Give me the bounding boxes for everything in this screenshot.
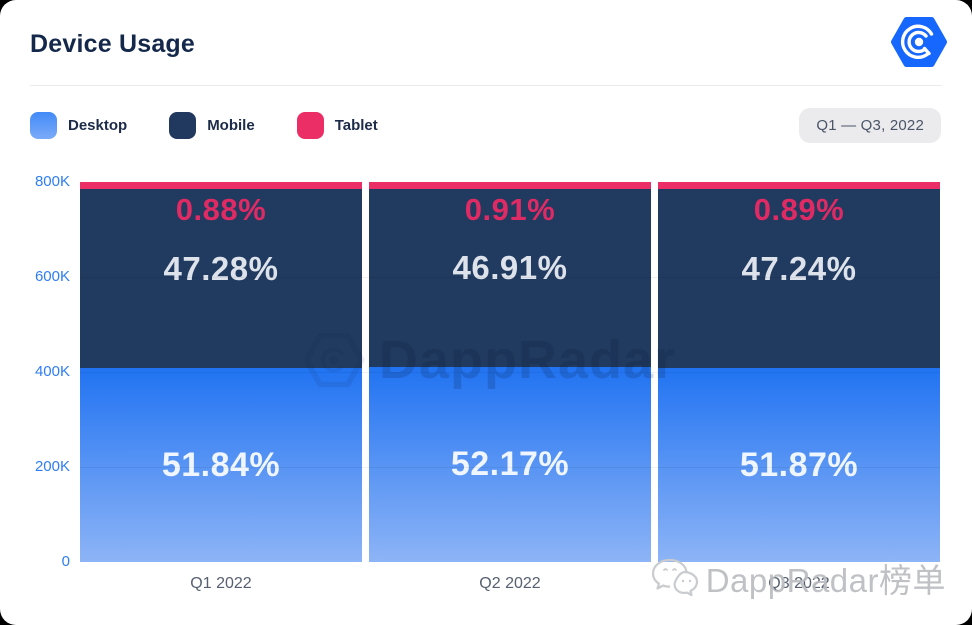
desktop-color-chip	[30, 112, 57, 139]
chart-legend: Desktop Mobile Tablet	[30, 112, 378, 139]
desktop-segment[interactable]: 51.84%	[80, 368, 362, 562]
desktop-segment[interactable]: 51.87%	[658, 368, 940, 562]
mobile-segment[interactable]: 0.88% 47.28%	[80, 189, 362, 369]
y-tick: 800K	[34, 173, 70, 190]
tablet-percent-label: 0.91%	[464, 192, 556, 227]
page-title: Device Usage	[30, 30, 195, 58]
legend-label: Mobile	[207, 117, 255, 134]
desktop-percent-label: 52.17%	[450, 445, 570, 484]
legend-item-tablet[interactable]: Tablet	[296, 112, 378, 139]
period-label: Q1 — Q3, 2022	[816, 117, 924, 134]
mobile-percent-label: 46.91%	[452, 249, 568, 287]
legend-item-desktop[interactable]: Desktop	[30, 112, 127, 139]
mobile-segment[interactable]: 0.91% 46.91%	[369, 189, 651, 368]
bar-q1-2022[interactable]: 0.88% 47.28% 51.84%	[80, 182, 362, 562]
tablet-segment[interactable]	[369, 182, 651, 189]
tablet-segment[interactable]	[658, 182, 940, 189]
mobile-percent-label: 47.24%	[741, 249, 857, 287]
legend-label: Desktop	[68, 117, 128, 134]
mobile-segment[interactable]: 0.89% 47.24%	[658, 189, 940, 369]
bar-q3-2022[interactable]: 0.89% 47.24% 51.87%	[658, 182, 940, 562]
y-tick: 200K	[34, 458, 70, 475]
legend-label: Tablet	[334, 117, 378, 134]
period-filter-badge[interactable]: Q1 — Q3, 2022	[799, 108, 941, 143]
tablet-percent-label: 0.89%	[753, 192, 845, 227]
tablet-percent-label: 0.88%	[175, 192, 267, 227]
desktop-percent-label: 51.84%	[161, 445, 281, 484]
y-tick: 0	[61, 553, 70, 570]
tablet-segment[interactable]	[80, 182, 362, 189]
x-tick-q1: Q1 2022	[190, 575, 252, 592]
stacked-bar-chart: 0.88% 47.28% 51.84% 0.91% 46.91% 52.17% …	[80, 182, 940, 562]
bar-q2-2022[interactable]: 0.91% 46.91% 52.17%	[369, 182, 651, 562]
mobile-color-chip	[169, 112, 197, 139]
legend-item-mobile[interactable]: Mobile	[169, 112, 255, 139]
x-axis: Q1 2022 Q2 2022 Q3 2022	[80, 575, 940, 593]
y-tick: 400K	[34, 363, 70, 380]
mobile-percent-label: 47.28%	[163, 249, 279, 287]
tablet-color-chip	[296, 112, 324, 139]
header-divider	[30, 85, 942, 86]
desktop-percent-label: 51.87%	[739, 445, 859, 484]
x-tick-q2: Q2 2022	[479, 575, 541, 592]
dappradar-logo-icon[interactable]	[891, 15, 947, 69]
desktop-segment[interactable]: 52.17%	[369, 367, 651, 562]
y-tick: 600K	[34, 268, 70, 285]
x-tick-q3: Q3 2022	[768, 575, 830, 592]
